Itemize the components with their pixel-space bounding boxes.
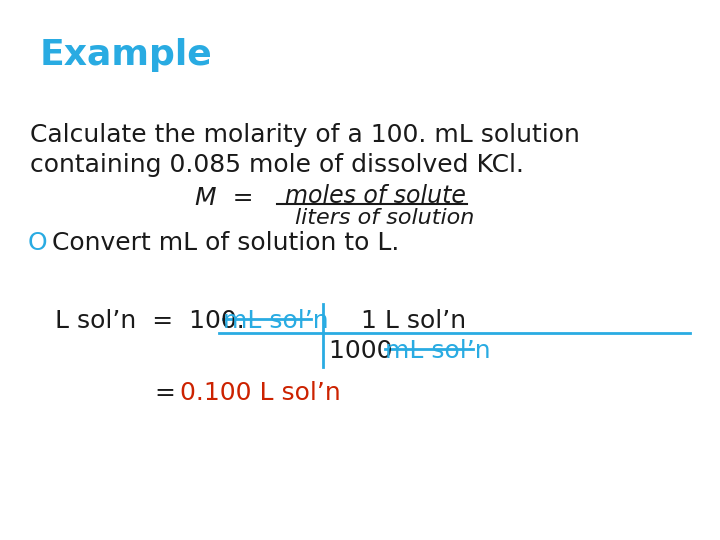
Text: =: = [155,381,192,405]
Text: 1000: 1000 [329,339,400,363]
Text: L sol’n  =  100.: L sol’n = 100. [55,309,253,333]
Text: O: O [28,231,48,255]
Text: moles of solute: moles of solute [285,184,466,208]
Text: liters of solution: liters of solution [295,208,474,228]
Text: Example: Example [40,38,212,72]
Text: M  =: M = [195,186,253,210]
Text: containing 0.085 mole of dissolved KCl.: containing 0.085 mole of dissolved KCl. [30,153,524,177]
Text: mL sol’n: mL sol’n [385,339,490,363]
Text: Convert mL of solution to L.: Convert mL of solution to L. [52,231,400,255]
Text: 0.100 L sol’n: 0.100 L sol’n [180,381,341,405]
Text: Calculate the molarity of a 100. mL solution: Calculate the molarity of a 100. mL solu… [30,123,580,147]
Text: 1 L sol’n: 1 L sol’n [329,309,466,333]
Text: mL sol’n: mL sol’n [223,309,328,333]
